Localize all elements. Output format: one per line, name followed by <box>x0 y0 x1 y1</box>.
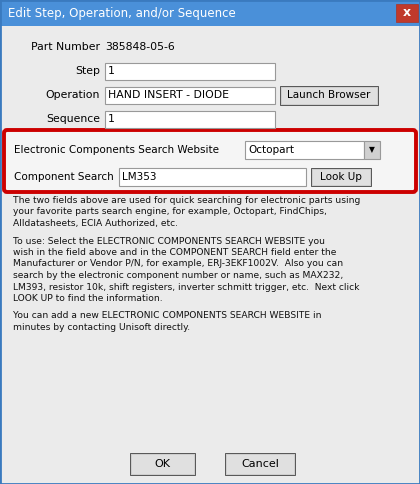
Text: Edit Step, Operation, and/or Sequence: Edit Step, Operation, and/or Sequence <box>8 6 236 19</box>
FancyBboxPatch shape <box>280 86 378 105</box>
FancyBboxPatch shape <box>0 0 420 26</box>
Text: The two fields above are used for quick searching for electronic parts using: The two fields above are used for quick … <box>13 196 360 205</box>
Text: ▼: ▼ <box>369 146 375 154</box>
Text: 385848-05-6: 385848-05-6 <box>105 42 175 52</box>
FancyBboxPatch shape <box>312 169 370 185</box>
Text: Cancel: Cancel <box>241 459 279 469</box>
FancyBboxPatch shape <box>130 453 195 475</box>
Text: Operation: Operation <box>46 90 100 100</box>
Text: Manufacturer or Vendor P/N, for example, ERJ-3EKF1002V.  Also you can: Manufacturer or Vendor P/N, for example,… <box>13 259 343 269</box>
Text: search by the electronic component number or name, such as MAX232,: search by the electronic component numbe… <box>13 271 343 280</box>
FancyBboxPatch shape <box>226 454 294 474</box>
Text: 1: 1 <box>108 115 115 124</box>
Text: x: x <box>403 6 411 19</box>
Text: 1: 1 <box>108 66 115 76</box>
Text: Look Up: Look Up <box>320 172 362 182</box>
FancyBboxPatch shape <box>396 4 418 22</box>
FancyBboxPatch shape <box>311 168 371 186</box>
FancyBboxPatch shape <box>131 454 194 474</box>
Text: Octopart: Octopart <box>248 145 294 155</box>
Text: Alldatasheets, ECIA Authorized, etc.: Alldatasheets, ECIA Authorized, etc. <box>13 219 178 228</box>
Text: minutes by contacting Unisoft directly.: minutes by contacting Unisoft directly. <box>13 323 190 332</box>
FancyBboxPatch shape <box>105 63 275 80</box>
FancyBboxPatch shape <box>364 141 380 159</box>
Text: Step: Step <box>75 66 100 76</box>
Text: HAND INSERT - DIODE: HAND INSERT - DIODE <box>108 91 229 101</box>
FancyBboxPatch shape <box>4 130 416 192</box>
Text: To use: Select the ELECTRONIC COMPONENTS SEARCH WEBSITE you: To use: Select the ELECTRONIC COMPONENTS… <box>13 237 325 245</box>
Text: Part Number: Part Number <box>31 42 100 52</box>
Text: your favorite parts search engine, for example, Octopart, FindChips,: your favorite parts search engine, for e… <box>13 208 327 216</box>
Text: LOOK UP to find the information.: LOOK UP to find the information. <box>13 294 163 303</box>
FancyBboxPatch shape <box>119 168 306 186</box>
Text: You can add a new ELECTRONIC COMPONENTS SEARCH WEBSITE in: You can add a new ELECTRONIC COMPONENTS … <box>13 312 321 320</box>
Text: Launch Browser: Launch Browser <box>287 91 371 101</box>
Text: Electronic Components Search Website: Electronic Components Search Website <box>14 145 219 155</box>
Text: Sequence: Sequence <box>46 114 100 124</box>
Text: OK: OK <box>155 459 171 469</box>
Text: LM393, resistor 10k, shift registers, inverter schmitt trigger, etc.  Next click: LM393, resistor 10k, shift registers, in… <box>13 283 360 291</box>
FancyBboxPatch shape <box>225 453 295 475</box>
Text: Component Search: Component Search <box>14 172 114 182</box>
Text: wish in the field above and in the COMPONENT SEARCH field enter the: wish in the field above and in the COMPO… <box>13 248 336 257</box>
Text: LM353: LM353 <box>122 172 157 182</box>
FancyBboxPatch shape <box>105 111 275 128</box>
FancyBboxPatch shape <box>105 87 275 104</box>
FancyBboxPatch shape <box>281 87 377 104</box>
FancyBboxPatch shape <box>245 141 364 159</box>
